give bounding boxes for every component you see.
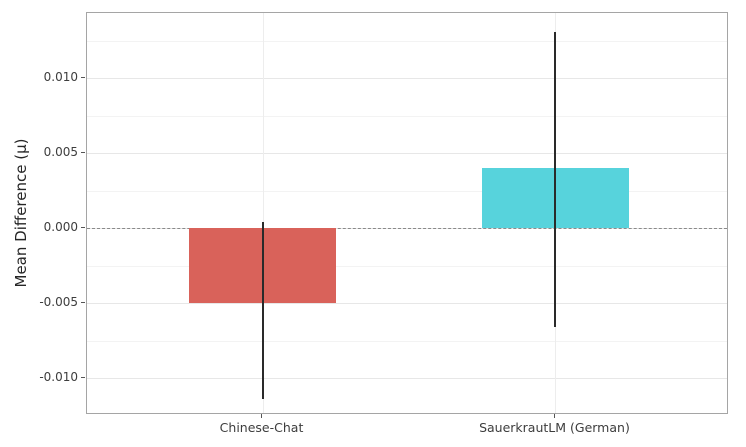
- x-tick-mark: [553, 414, 556, 418]
- y-tick-label: 0.010: [43, 70, 78, 85]
- y-tick-label: 0.005: [43, 145, 78, 160]
- gridline-minor: [87, 40, 727, 42]
- y-axis-title: Mean Difference (μ): [12, 138, 30, 288]
- gridline-major: [87, 153, 727, 155]
- y-tick-mark: [81, 76, 85, 78]
- gridline-major: [87, 78, 727, 80]
- y-tick-label: -0.005: [39, 295, 78, 310]
- gridline-minor: [87, 265, 727, 267]
- y-tick-label: 0.000: [43, 220, 78, 235]
- x-tick-label-sauerkrautlm-german: SauerkrautLM (German): [479, 420, 630, 435]
- y-tick-mark: [81, 301, 85, 303]
- y-tick-mark: [81, 376, 85, 378]
- y-tick-mark: [81, 226, 85, 228]
- error-bar-sauerkrautlm-german: [554, 31, 557, 328]
- gridline-minor: [87, 340, 727, 342]
- plot-area: [86, 12, 728, 414]
- zero-line: [87, 228, 727, 230]
- x-tick-label-chinese-chat: Chinese-Chat: [219, 420, 304, 435]
- gridline-minor: [87, 115, 727, 117]
- y-tick-label: -0.010: [39, 370, 78, 385]
- x-tick-mark: [261, 414, 263, 418]
- error-bar-chinese-chat: [261, 222, 264, 400]
- gridline-major: [87, 303, 727, 305]
- vertical-gridline: [262, 13, 264, 413]
- y-tick-mark: [81, 151, 85, 153]
- gridline-major: [87, 378, 727, 380]
- gridline-minor: [87, 190, 727, 192]
